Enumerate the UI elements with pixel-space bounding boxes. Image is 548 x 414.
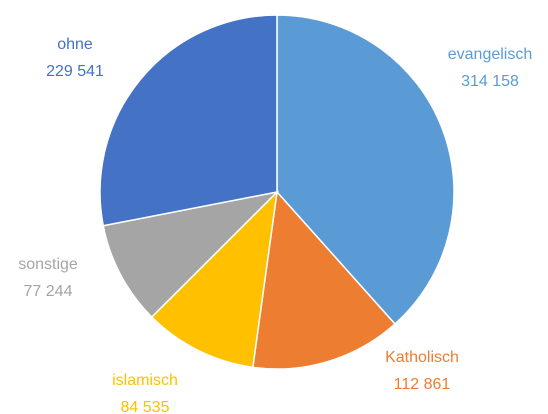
- slice-label: islamisch: [112, 372, 178, 389]
- pie-slice: [276, 14, 455, 326]
- slice-label: evangelisch: [448, 46, 533, 63]
- pie-slice: [99, 14, 278, 227]
- slice-label: ohne: [57, 36, 93, 53]
- slice-value-label: 229 541: [46, 63, 104, 80]
- slice-label: Katholisch: [385, 349, 459, 366]
- slice-label: sonstige: [18, 256, 78, 273]
- slice-value-label: 112 861: [394, 376, 451, 393]
- slice-value-label: 314 158: [461, 73, 519, 90]
- slice-value-label: 84 535: [121, 399, 170, 414]
- pie-slice: [251, 190, 397, 370]
- pie-slice: [102, 190, 280, 319]
- pie-slice: [150, 189, 279, 369]
- slice-value-label: 77 244: [24, 283, 73, 300]
